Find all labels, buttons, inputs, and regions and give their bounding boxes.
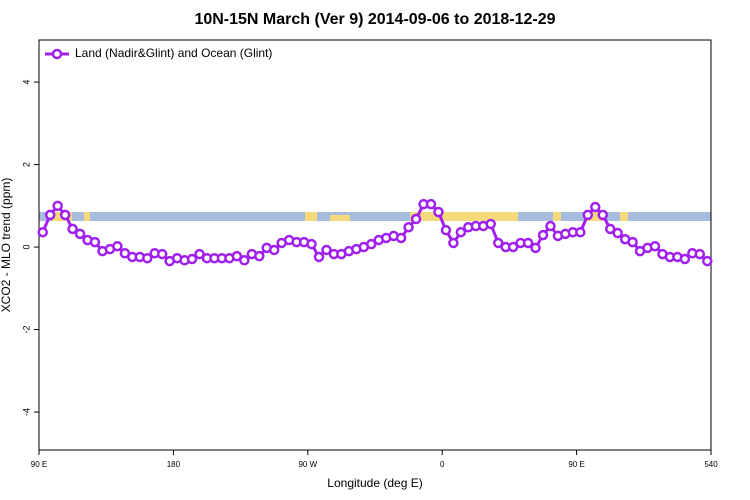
data-point bbox=[702, 255, 713, 267]
data-point bbox=[59, 209, 71, 221]
data-point bbox=[694, 248, 706, 260]
data-point bbox=[395, 232, 407, 244]
data-point bbox=[575, 226, 586, 238]
data-point bbox=[492, 237, 504, 249]
data-point bbox=[440, 224, 452, 236]
land-patch bbox=[84, 212, 90, 221]
data-point bbox=[366, 238, 377, 250]
data-point bbox=[142, 252, 153, 264]
data-point bbox=[186, 253, 198, 265]
data-point bbox=[194, 248, 205, 260]
x-tick-label: 180 bbox=[167, 460, 181, 469]
x-tick-label: 90 W bbox=[298, 460, 317, 469]
data-point bbox=[306, 238, 317, 250]
legend-label: Land (Nadir&Glint) and Ocean (Glint) bbox=[75, 46, 272, 60]
y-tick-label: -4 bbox=[21, 408, 31, 416]
y-tick-label: 0 bbox=[21, 245, 31, 250]
map-strip bbox=[39, 212, 711, 221]
data-point bbox=[433, 206, 444, 218]
data-point bbox=[530, 242, 541, 254]
data-point bbox=[537, 229, 549, 241]
x-tick-label: 540 bbox=[704, 460, 718, 469]
y-tick-label: 4 bbox=[21, 80, 31, 85]
legend-marker bbox=[51, 48, 63, 60]
data-point bbox=[604, 223, 616, 235]
data-point bbox=[627, 236, 638, 248]
data-point bbox=[597, 209, 608, 221]
data-point bbox=[156, 248, 168, 260]
y-axis-label: XCO2 - MLO trend (ppm) bbox=[0, 178, 13, 313]
data-point bbox=[313, 251, 325, 263]
data-point bbox=[254, 250, 265, 262]
data-point bbox=[522, 237, 534, 249]
data-point bbox=[507, 241, 519, 253]
x-tick-label: 90 E bbox=[568, 460, 584, 469]
data-point bbox=[74, 228, 86, 240]
data-point bbox=[44, 209, 56, 221]
data-point bbox=[321, 244, 332, 256]
data-point bbox=[410, 213, 422, 225]
y-tick-label: -2 bbox=[21, 326, 31, 334]
x-tick-label: 0 bbox=[440, 460, 445, 469]
data-point bbox=[239, 255, 250, 266]
land-patch bbox=[620, 212, 628, 221]
data-point bbox=[590, 201, 601, 213]
land-patch bbox=[305, 212, 317, 221]
land-patch bbox=[410, 212, 518, 221]
data-point bbox=[37, 226, 48, 238]
y-tick-label: 2 bbox=[21, 162, 31, 167]
plot-frame bbox=[38, 39, 712, 451]
land-patch bbox=[330, 215, 350, 221]
data-point bbox=[112, 240, 123, 252]
x-axis-label: Longitude (deg E) bbox=[327, 476, 422, 490]
ocean-band bbox=[39, 212, 711, 221]
data-point bbox=[448, 237, 459, 249]
data-point bbox=[455, 226, 467, 238]
land-patch bbox=[553, 212, 561, 221]
data-point bbox=[403, 222, 414, 233]
data-point bbox=[52, 200, 63, 212]
data-point bbox=[485, 218, 496, 230]
data-point bbox=[425, 198, 437, 210]
data-point bbox=[649, 240, 661, 252]
x-tick-label: 90 E bbox=[31, 460, 47, 469]
data-point bbox=[67, 223, 78, 235]
data-point bbox=[545, 220, 556, 232]
data-point bbox=[89, 236, 101, 248]
data-point bbox=[679, 253, 691, 265]
data-point bbox=[612, 227, 623, 239]
chart-title: 10N-15N March (Ver 9) 2014-09-06 to 2018… bbox=[194, 11, 555, 28]
data-point bbox=[231, 250, 243, 262]
data-point bbox=[582, 209, 594, 221]
data-point bbox=[268, 244, 280, 256]
land-patch bbox=[585, 212, 603, 221]
